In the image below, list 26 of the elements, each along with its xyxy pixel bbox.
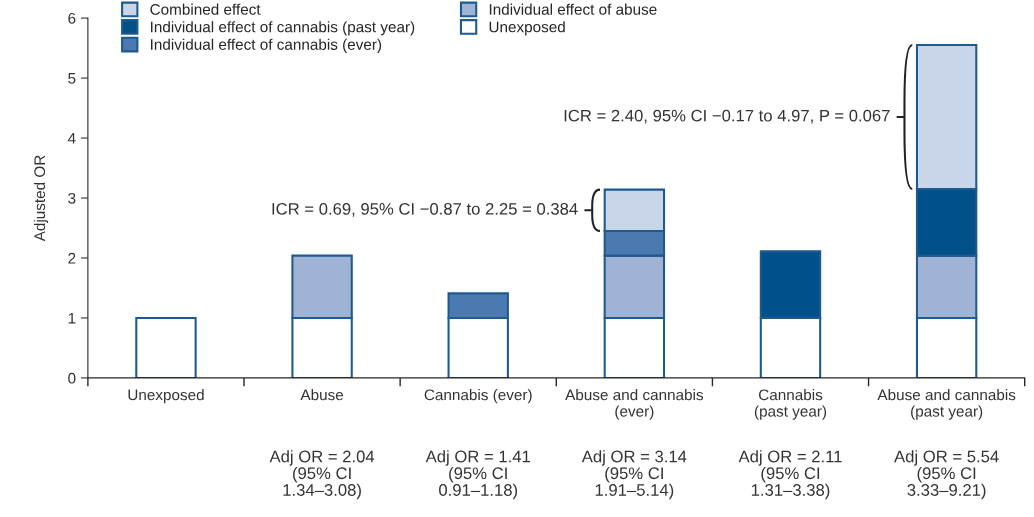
y-tick-label: 5 <box>68 73 76 84</box>
annotation: ICR = 0.69, 95% CI −0.87 to 2.25 = 0.384 <box>272 202 578 217</box>
legend-label: Unexposed <box>489 21 565 36</box>
annotation: ICR = 2.40, 95% CI −0.17 to 4.97, P = 0.067 <box>564 109 890 124</box>
x-tick-label: Cannabis (past year) <box>754 389 827 420</box>
x-tick-label: Abuse and cannabis (past year) <box>877 389 1016 420</box>
text: Adj OR = 5.54 (95% CI 3.33–9.21) <box>894 450 999 500</box>
legend-label: Individual effect of abuse <box>489 3 657 15</box>
legend-label: Combined effect <box>150 3 261 15</box>
legend-label: Individual effect of cannabis (past year) <box>151 21 415 36</box>
legend-label: Individual effect of cannabis (ever) <box>151 38 382 53</box>
y-tick-label: 1 <box>68 312 76 324</box>
y-tick-label: 2 <box>68 252 76 264</box>
text: Adj OR = 2.04 (95% CI 1.34–3.08) <box>269 450 375 500</box>
y-axis-title: Adjusted OR <box>33 155 49 242</box>
y-tick-label: 3 <box>68 192 76 204</box>
text: Adj OR = 2.11 (95% CI 1.31–3.38) <box>738 450 842 500</box>
y-tick-label: 6 <box>68 12 76 24</box>
x-tick-label: Abuse and cannabis (ever) <box>565 389 704 420</box>
text: Adj OR = 3.14 (95% CI 1.91–5.14) <box>581 450 687 500</box>
x-tick-label: Abuse <box>300 389 344 401</box>
text: Adj OR = 1.41 (95% CI 0.91–1.18) <box>425 450 530 500</box>
y-tick-label: 0 <box>68 372 76 384</box>
y-tick-label: 4 <box>67 133 76 144</box>
x-tick-label: Cannabis (ever) <box>424 389 532 404</box>
x-tick-label: Unexposed <box>128 389 204 404</box>
